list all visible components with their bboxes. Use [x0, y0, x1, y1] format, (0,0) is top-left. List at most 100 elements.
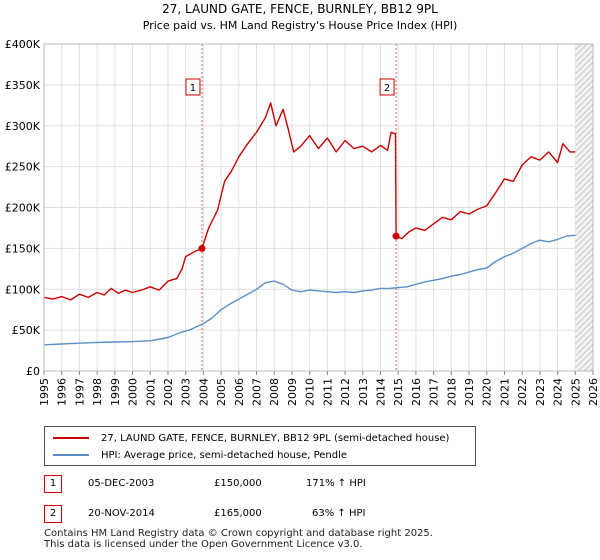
hatch-line — [575, 62, 594, 81]
hatch-line — [575, 206, 594, 225]
x-tick-label: 2026 — [587, 378, 600, 406]
transaction-hpi: 171% ↑ HPI — [306, 478, 366, 489]
hatch-line — [575, 266, 594, 285]
hatch-line — [575, 2, 593, 20]
x-tick-label: 1997 — [73, 378, 86, 406]
property-price-line — [43, 102, 576, 301]
x-tick-label: 2016 — [410, 378, 423, 406]
x-tick-label: 2003 — [180, 378, 193, 406]
x-tick-label: 2007 — [251, 378, 264, 406]
hatch-line — [575, 104, 594, 123]
hatch-line — [575, 308, 594, 327]
sale-label: 2 — [384, 83, 390, 94]
legend-item-hpi: HPI: Average price, semi-detached house,… — [53, 447, 347, 463]
transaction-price: £165,000 — [214, 508, 262, 519]
x-tick-label: 2011 — [321, 378, 334, 406]
y-tick-label: £100K — [5, 283, 41, 296]
x-tick-label: 2022 — [516, 378, 529, 406]
hatch-line — [575, 224, 594, 243]
hatch-line — [575, 50, 594, 69]
hatch-line — [575, 188, 594, 207]
hatch-line — [577, 356, 594, 371]
hatch-line — [575, 182, 594, 201]
x-tick-label: 1998 — [91, 378, 104, 406]
plot-frame — [43, 43, 594, 372]
hatch-line — [575, 86, 594, 105]
hatch-line — [575, 254, 594, 273]
hatch-line — [575, 338, 594, 357]
hatch-line — [575, 200, 594, 219]
hatch-line — [575, 0, 593, 2]
hatch-line — [575, 44, 576, 45]
legend-swatch-property — [53, 437, 89, 439]
legend-label-hpi: HPI: Average price, semi-detached house,… — [101, 449, 348, 461]
hatch-line — [575, 212, 594, 231]
y-tick-label: £0 — [26, 365, 40, 378]
x-tick-label: 2018 — [445, 378, 458, 406]
transaction-hpi: 63% ↑ HPI — [312, 508, 366, 519]
hatch-line — [575, 134, 594, 153]
y-tick-label: £350K — [5, 79, 41, 92]
forecast-region — [575, 44, 593, 371]
legend-label-property: 27, LAUND GATE, FENCE, BURNLEY, BB12 9PL… — [101, 432, 450, 444]
legend: 27, LAUND GATE, FENCE, BURNLEY, BB12 9PL… — [44, 426, 476, 466]
hatch-line — [575, 44, 582, 51]
x-tick-label: 2019 — [463, 378, 476, 406]
x-tick-label: 1995 — [38, 378, 51, 406]
hatch-line — [575, 152, 594, 171]
hatch-line — [575, 236, 594, 255]
sale-point — [392, 232, 400, 240]
transaction-price: £150,000 — [214, 478, 262, 489]
hatch-line — [583, 362, 594, 371]
transaction-badge: 1 — [44, 475, 62, 493]
hatch-line — [575, 164, 594, 183]
hatch-line — [575, 320, 594, 339]
hatch-line — [575, 116, 594, 135]
hatch-line — [575, 158, 594, 177]
chart-subtitle: Price paid vs. HM Land Registry's House … — [143, 19, 458, 32]
x-tick-label: 2012 — [339, 378, 352, 406]
y-tick-label: £50K — [12, 324, 41, 337]
x-tick-label: 2023 — [534, 378, 547, 406]
x-tick-label: 2010 — [304, 378, 317, 406]
transaction-badge: 2 — [44, 505, 62, 523]
x-tick-label: 2006 — [233, 378, 246, 406]
hatch-line — [575, 218, 594, 237]
hatch-line — [575, 44, 594, 63]
hatch-line — [575, 176, 594, 195]
sale-label: 1 — [190, 83, 196, 94]
hatch-line — [575, 110, 594, 129]
x-tick-label: 2024 — [552, 378, 565, 406]
hatch-line — [575, 80, 594, 99]
x-tick-label: 2025 — [569, 378, 582, 406]
hatch-line — [575, 146, 594, 165]
hatch-line — [575, 44, 588, 57]
x-tick-label: 2013 — [357, 378, 370, 406]
hatch-line — [575, 98, 594, 117]
x-tick-label: 2021 — [498, 378, 511, 406]
hatch-line — [575, 272, 594, 291]
y-tick-label: £400K — [5, 38, 41, 51]
price-chart: 27, LAUND GATE, FENCE, BURNLEY, BB12 9PL… — [5, 0, 600, 406]
x-tick-label: 2014 — [374, 378, 387, 406]
y-tick-label: £200K — [5, 202, 41, 215]
hatch-line — [575, 8, 593, 26]
x-tick-label: 2009 — [286, 378, 299, 406]
sale-label-box — [379, 78, 395, 96]
hatch-line — [575, 20, 593, 38]
hatch-line — [575, 344, 594, 363]
hatch-line — [575, 302, 594, 321]
x-tick-label: 2015 — [392, 378, 405, 406]
x-tick-label: 1999 — [109, 378, 122, 406]
x-tick-label: 2000 — [127, 378, 140, 406]
hatch-line — [575, 14, 593, 32]
legend-item-property: 27, LAUND GATE, FENCE, BURNLEY, BB12 9PL… — [53, 430, 449, 446]
y-tick-label: £250K — [5, 161, 41, 174]
hatch-line — [575, 332, 594, 351]
hatch-line — [575, 74, 594, 93]
hatch-line — [575, 314, 594, 333]
hatch-line — [575, 56, 594, 75]
x-tick-label: 2004 — [197, 378, 210, 406]
hatch-line — [575, 68, 594, 87]
hatch-line — [575, 0, 593, 8]
